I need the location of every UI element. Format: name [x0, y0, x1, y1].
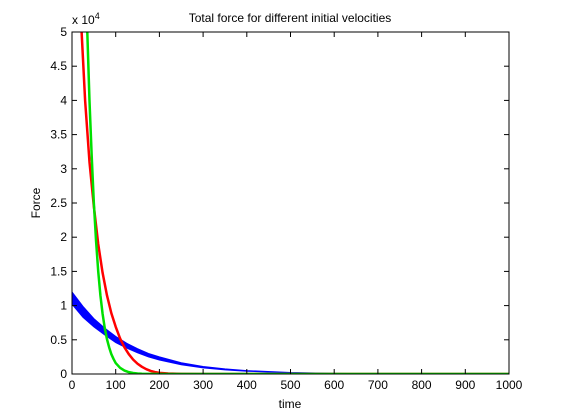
- y-tick-label: 5: [60, 25, 67, 39]
- series-layer: [72, 32, 509, 374]
- x-tick-label: 0: [69, 378, 76, 392]
- y-tick-label: 1: [60, 299, 67, 313]
- x-tick-label: 900: [455, 378, 475, 392]
- y-exponent-label: x 104: [72, 11, 100, 27]
- x-tick-label: 100: [106, 378, 126, 392]
- x-tick-label: 300: [193, 378, 213, 392]
- axes-layer: 0 100 200 300 400 500 600 700 800 900 1000 0 0.5 1 1.5…: [50, 25, 522, 392]
- y-tick-label: 0.5: [50, 333, 67, 347]
- y-tick-label: 0: [60, 367, 67, 381]
- x-tick-label: 800: [412, 378, 432, 392]
- y-exponent-power: 4: [95, 11, 100, 21]
- x-axis-label: time: [279, 397, 302, 411]
- y-exponent-base: x 10: [72, 13, 95, 27]
- x-tick-label: 200: [149, 378, 169, 392]
- y-tick-label: 3: [60, 162, 67, 176]
- x-tick-label: 400: [237, 378, 257, 392]
- x-tick-label: 600: [324, 378, 344, 392]
- y-tick-label: 1.5: [50, 264, 67, 278]
- x-tick-label: 1000: [496, 378, 523, 392]
- chart-title: Total force for different initial veloci…: [189, 11, 392, 25]
- x-tick-label: 700: [368, 378, 388, 392]
- y-axis-label: Force: [29, 187, 43, 218]
- x-tick-label: 500: [280, 378, 300, 392]
- y-tick-label: 3.5: [50, 128, 67, 142]
- y-tick-label: 2.5: [50, 196, 67, 210]
- plot-frame: [71, 31, 510, 375]
- y-tick-label: 4: [60, 93, 67, 107]
- series-0-band: [72, 291, 509, 374]
- y-tick-label: 4.5: [50, 59, 67, 73]
- y-tick-label: 2: [60, 230, 67, 244]
- series-2-line: [86, 32, 509, 374]
- series-1-line: [80, 32, 509, 374]
